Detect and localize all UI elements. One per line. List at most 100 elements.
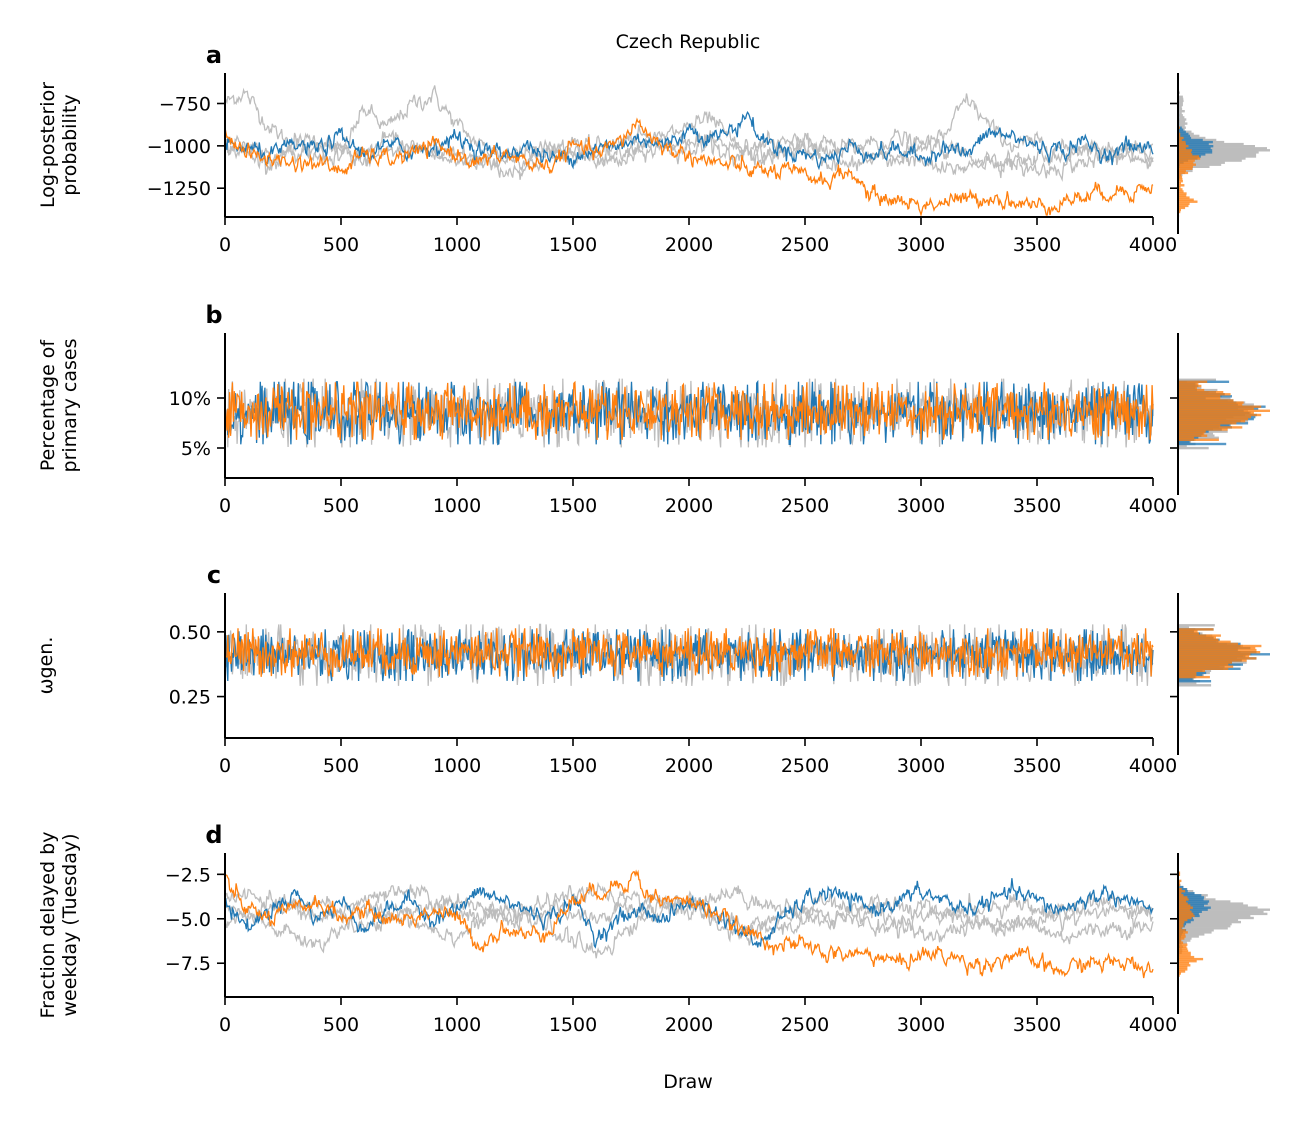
- hist-bar-highlight_2: [1178, 424, 1221, 427]
- hist-bar-highlight_2: [1178, 908, 1190, 911]
- hist-bar-highlight_1: [1178, 898, 1204, 901]
- hist-bar-highlight_2: [1178, 403, 1243, 406]
- hist-bar-highlight_2: [1178, 175, 1183, 179]
- x-tick-label: 1000: [433, 495, 481, 517]
- hist-bar-highlight_2: [1178, 436, 1195, 439]
- hist-bar-highlight_2: [1178, 630, 1198, 633]
- hist-bar-highlight_2: [1178, 636, 1216, 639]
- hist-bar-other: [1178, 916, 1254, 920]
- hist-bar-highlight_2: [1178, 165, 1193, 168]
- hist-bar-highlight_2: [1178, 642, 1239, 646]
- hist-bar-highlight_2: [1178, 177, 1183, 181]
- hist-bar-other: [1178, 149, 1270, 152]
- hist-bar-highlight_2: [1178, 194, 1187, 197]
- hist-bar-highlight_1: [1178, 677, 1193, 681]
- hist-bar-highlight_2: [1178, 173, 1182, 177]
- hist-bar-highlight_2: [1178, 417, 1249, 421]
- hist-bar-highlight_1: [1178, 136, 1192, 140]
- hist-bar-highlight_2: [1178, 401, 1244, 404]
- hist-bar-other: [1178, 116, 1185, 119]
- hist-bar-highlight_2: [1178, 665, 1234, 668]
- hist-bar-highlight_1: [1178, 128, 1184, 131]
- y-axis-title-line: primary cases: [59, 339, 81, 473]
- hist-bar-highlight_2: [1178, 153, 1193, 156]
- hist-bar-other: [1178, 624, 1215, 627]
- hist-bar-highlight_2: [1178, 161, 1194, 164]
- panels: a Log-posteriorprobability −750 −1000 −1250 0…: [35, 41, 1270, 1036]
- x-tick-label: 3500: [1013, 1014, 1061, 1036]
- hist-bar-other: [1178, 155, 1257, 158]
- hist-bar-highlight_2: [1178, 132, 1181, 136]
- x-tick-label: 500: [323, 234, 359, 256]
- hist-bar-highlight_2: [1178, 648, 1257, 652]
- hist-bar-highlight_2: [1178, 388, 1205, 392]
- hist-bar-other: [1178, 142, 1244, 146]
- hist-bar-other: [1178, 937, 1192, 940]
- hist-bar-highlight_2: [1178, 902, 1188, 905]
- hist-bar-highlight_1: [1178, 149, 1213, 152]
- hist-bar-highlight_2: [1178, 910, 1192, 913]
- hist-bar-highlight_2: [1178, 646, 1256, 650]
- hist-bar-highlight_2: [1178, 962, 1190, 965]
- y-tick-label: −1250: [147, 178, 211, 200]
- trace-highlight_2-0: [224, 380, 1154, 440]
- y-axis-title-line: ωgen.: [35, 637, 57, 695]
- x-tick-label: 0: [219, 755, 231, 777]
- hist-bar-highlight_2: [1178, 638, 1219, 641]
- hist-bar-highlight_2: [1178, 434, 1208, 437]
- hist-bar-highlight_2: [1178, 151, 1192, 154]
- hist-bar-highlight_2: [1178, 896, 1188, 899]
- hist-bar-highlight_1: [1178, 896, 1204, 899]
- x-tick-label: 500: [323, 755, 359, 777]
- hist-bar-other: [1178, 159, 1242, 162]
- hist-bar-other: [1178, 118, 1187, 121]
- hist-bar-other: [1178, 161, 1225, 164]
- hist-bar-highlight_2: [1178, 192, 1187, 195]
- hist-bar-other: [1178, 108, 1183, 111]
- x-tick-label: 3000: [897, 1014, 945, 1036]
- x-tick-label: 0: [219, 1014, 231, 1036]
- hist-bar-highlight_2: [1178, 149, 1192, 152]
- hist-bar-other: [1178, 95, 1183, 98]
- x-tick-label: 3500: [1013, 234, 1061, 256]
- y-tick-label: −7.5: [165, 953, 211, 975]
- panel-b: b Percentage ofprimary cases 10% 5% 0 500 1000…: [37, 301, 1270, 517]
- hist-bar-highlight_2: [1178, 661, 1232, 664]
- hist-bar-highlight_1: [1178, 906, 1211, 909]
- x-tick-label: 3000: [897, 495, 945, 517]
- hist-bar-other: [1178, 908, 1270, 911]
- hist-bar-highlight_2: [1178, 182, 1181, 185]
- hist-bar-highlight_1: [1178, 888, 1187, 891]
- hist-bar-highlight_2: [1178, 883, 1181, 887]
- hist-bar-highlight_2: [1178, 931, 1188, 934]
- traces-c: [224, 623, 1154, 687]
- hist-bar-highlight_2: [1178, 210, 1181, 214]
- hist-bar-highlight_2: [1178, 949, 1189, 953]
- hist-bar-highlight_1: [1178, 680, 1212, 683]
- hist-bar-highlight_1: [1178, 142, 1209, 146]
- hist-bar-highlight_1: [1178, 132, 1189, 136]
- hist-bar-highlight_2: [1178, 894, 1184, 897]
- hist-bar-other: [1178, 136, 1206, 140]
- hist-bar-other: [1178, 110, 1185, 113]
- hist-bar-highlight_1: [1178, 134, 1190, 138]
- y-axis-title-line: probability: [59, 94, 81, 195]
- hist-bar-highlight_2: [1178, 922, 1184, 926]
- trace-other-2: [224, 128, 1154, 179]
- hist-bar-highlight_2: [1178, 960, 1197, 963]
- hist-bar-highlight_2: [1178, 628, 1214, 631]
- x-tick-label: 500: [323, 495, 359, 517]
- hist-bar-other: [1178, 163, 1222, 166]
- panel-d: d Fraction delayed byweekday (Tuesday) −2.…: [37, 821, 1270, 1036]
- hist-bar-highlight_2: [1178, 190, 1184, 193]
- x-tick-label: 4000: [1129, 755, 1177, 777]
- hist-bar-highlight_2: [1178, 186, 1181, 189]
- hist-bar-highlight_2: [1178, 941, 1184, 944]
- hist-bar-highlight_2: [1178, 671, 1197, 675]
- hist-bar-other: [1178, 927, 1228, 930]
- hist-bar-other: [1178, 122, 1188, 125]
- x-tick-label: 2500: [781, 234, 829, 256]
- hist-bar-highlight_2: [1178, 953, 1191, 957]
- marginal-histogram-a: [1178, 85, 1270, 218]
- x-tick-label: 1000: [433, 234, 481, 256]
